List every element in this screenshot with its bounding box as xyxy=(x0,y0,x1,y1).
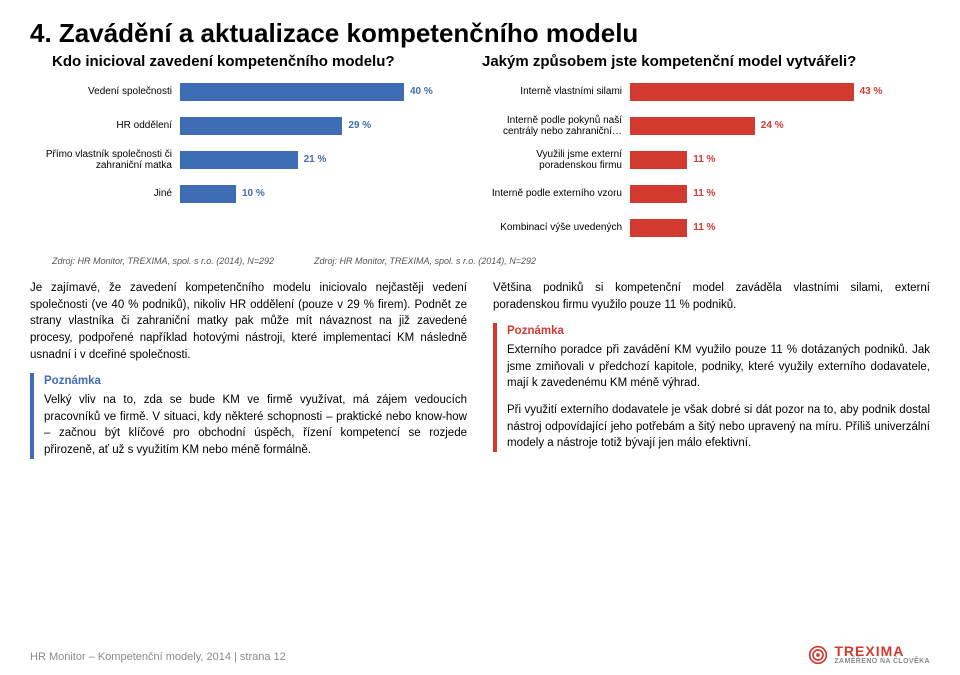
bar-track: 11 % xyxy=(630,151,930,169)
body-col-right: Většina podniků si kompetenční model zav… xyxy=(493,280,930,469)
body-col-left: Je zajímavé, že zavedení kompetenčního m… xyxy=(30,280,467,469)
subtitle-right: Jakým způsobem jste kompetenční model vy… xyxy=(462,53,930,70)
subtitle-left: Kdo inicioval zavedení kompetenčního mod… xyxy=(30,53,462,70)
page: 4. Zavádění a aktualizace kompetenčního … xyxy=(0,0,960,675)
chart-row-label: Interně podle pokynů naší centrály nebo … xyxy=(480,115,630,138)
bar-track: 11 % xyxy=(630,219,930,237)
note-block-left: Poznámka Velký vliv na to, zda se bude K… xyxy=(30,373,467,458)
note-text-right-2: Při využití externího dodavatele je však… xyxy=(507,402,930,452)
bar-value-label: 29 % xyxy=(342,117,371,135)
bar-track: 29 % xyxy=(180,117,480,135)
note-title-right: Poznámka xyxy=(507,323,930,340)
chart-row-label: Kombinací výše uvedených xyxy=(480,222,630,234)
bar-value-label: 40 % xyxy=(404,83,433,101)
chart-row-label: Přímo vlastník společnosti či zahraniční… xyxy=(30,149,180,172)
chart-row: Interně vlastními silami 43 % xyxy=(480,78,930,106)
logo-tagline: ZAMĚŘENO NA ČLOVĚKA xyxy=(834,658,930,665)
source-left: Zdroj: HR Monitor, TREXIMA, spol. s r.o.… xyxy=(52,256,274,266)
bar-track: 10 % xyxy=(180,185,480,203)
bar-track: 21 % xyxy=(180,151,480,169)
note-block-right: Poznámka Externího poradce při zavádění … xyxy=(493,323,930,452)
subtitle-row: Kdo inicioval zavedení kompetenčního mod… xyxy=(30,53,930,70)
para-right-1: Většina podniků si kompetenční model zav… xyxy=(493,280,930,313)
bar xyxy=(180,83,404,101)
bar xyxy=(630,83,854,101)
chart-row: Kombinací výše uvedených 11 % xyxy=(480,214,930,242)
logo-name: TREXIMA xyxy=(834,644,930,658)
bar xyxy=(630,219,687,237)
chart-row: Vedení společnosti 40 % xyxy=(30,78,480,106)
chart-row-label: Vedení společnosti xyxy=(30,86,180,98)
bar xyxy=(630,151,687,169)
bar xyxy=(180,151,298,169)
page-title: 4. Zavádění a aktualizace kompetenčního … xyxy=(30,18,930,49)
chart-row-label: Interně vlastními silami xyxy=(480,86,630,98)
logo: TREXIMA ZAMĚŘENO NA ČLOVĚKA xyxy=(808,644,930,665)
bar-track: 24 % xyxy=(630,117,930,135)
bar-track: 40 % xyxy=(180,83,480,101)
note-title-left: Poznámka xyxy=(44,373,467,390)
note-text-left: Velký vliv na to, zda se bude KM ve firm… xyxy=(44,392,467,459)
bar xyxy=(630,117,755,135)
bar-value-label: 11 % xyxy=(687,219,715,237)
source-right: Zdroj: HR Monitor, TREXIMA, spol. s r.o.… xyxy=(314,256,536,266)
footer-text: HR Monitor – Kompetenční modely, 2014 | … xyxy=(30,651,286,663)
chart-row-label: Interně podle externího vzoru xyxy=(480,188,630,200)
body-columns: Je zajímavé, že zavedení kompetenčního m… xyxy=(30,280,930,469)
bar-track: 43 % xyxy=(630,83,930,101)
bar-track: 11 % xyxy=(630,185,930,203)
chart-row: HR oddělení 29 % xyxy=(30,112,480,140)
logo-text: TREXIMA ZAMĚŘENO NA ČLOVĚKA xyxy=(834,644,930,665)
chart-row: Jiné 10 % xyxy=(30,180,480,208)
bar-value-label: 24 % xyxy=(755,117,784,135)
bar xyxy=(180,185,236,203)
chart-row-label: HR oddělení xyxy=(30,120,180,132)
chart-row-label: Jiné xyxy=(30,188,180,200)
charts-row: Vedení společnosti 40 % HR oddělení 29 % Pří… xyxy=(30,78,930,248)
chart-row: Přímo vlastník společnosti či zahraniční… xyxy=(30,146,480,174)
bar-value-label: 11 % xyxy=(687,185,715,203)
para-left-1: Je zajímavé, že zavedení kompetenčního m… xyxy=(30,280,467,363)
chart-row: Interně podle pokynů naší centrály nebo … xyxy=(480,112,930,140)
chart-row-label: Využili jsme externí poradenskou firmu xyxy=(480,149,630,172)
bar-value-label: 21 % xyxy=(298,151,327,169)
bar-value-label: 43 % xyxy=(854,83,883,101)
chart-left: Vedení společnosti 40 % HR oddělení 29 % Pří… xyxy=(30,78,480,248)
chart-row: Využili jsme externí poradenskou firmu 11… xyxy=(480,146,930,174)
chart-right: Interně vlastními silami 43 % Interně podl… xyxy=(480,78,930,248)
bar xyxy=(630,185,687,203)
bar-value-label: 10 % xyxy=(236,185,265,203)
bar-value-label: 11 % xyxy=(687,151,715,169)
target-icon xyxy=(808,645,828,665)
note-text-right-1: Externího poradce při zavádění KM využil… xyxy=(507,342,930,392)
chart-row: Interně podle externího vzoru 11 % xyxy=(480,180,930,208)
bar xyxy=(180,117,342,135)
